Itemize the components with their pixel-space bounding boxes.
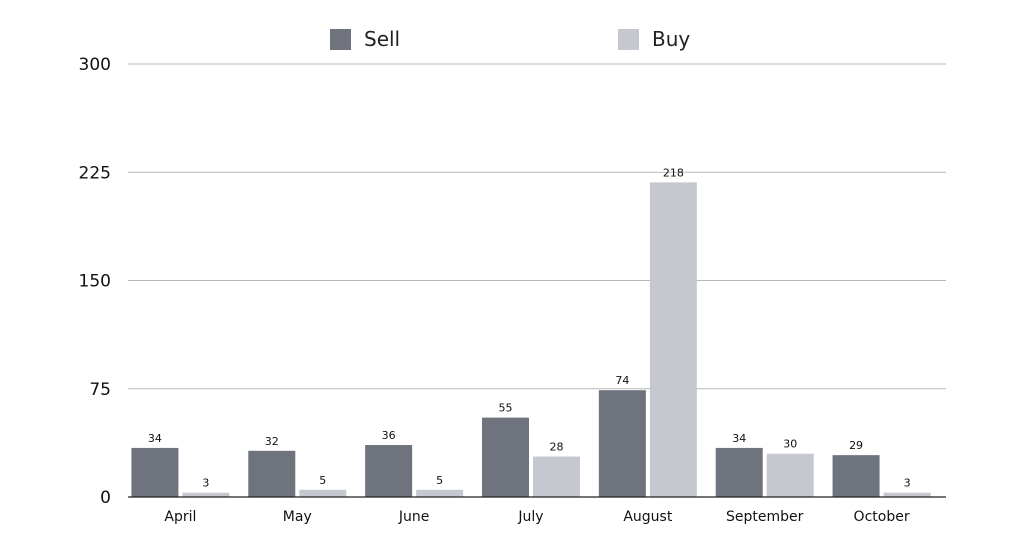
- data-label-buy-october: 3: [904, 477, 911, 490]
- y-tick-label-300: 300: [79, 55, 111, 75]
- data-label-buy-june: 5: [436, 474, 443, 487]
- bar-sell-june: [365, 445, 413, 497]
- bar-sell-may: [248, 450, 296, 497]
- data-label-buy-may: 5: [319, 474, 326, 487]
- legend-label-sell: Sell: [364, 27, 400, 51]
- x-tick-label-may: May: [283, 509, 312, 525]
- data-label-sell-may: 32: [265, 435, 279, 448]
- y-tick-label-225: 225: [79, 163, 111, 183]
- data-label-sell-july: 55: [499, 402, 513, 415]
- x-tick-label-october: October: [854, 509, 910, 525]
- data-label-buy-september: 30: [783, 438, 797, 451]
- data-label-sell-april: 34: [148, 432, 162, 445]
- bar-buy-april: [182, 492, 230, 497]
- bar-buy-august: [649, 182, 697, 497]
- bar-sell-september: [715, 447, 763, 497]
- x-tick-label-july: July: [517, 509, 543, 525]
- data-label-buy-july: 28: [550, 441, 564, 454]
- legend-swatch-sell: [330, 29, 351, 50]
- x-tick-label-august: August: [623, 509, 673, 525]
- y-tick-label-75: 75: [89, 380, 111, 400]
- data-label-buy-april: 3: [202, 477, 209, 490]
- bar-buy-september: [766, 453, 814, 497]
- bar-sell-august: [598, 390, 646, 497]
- x-tick-label-april: April: [164, 509, 196, 525]
- data-label-sell-october: 29: [849, 439, 863, 452]
- x-tick-label-june: June: [398, 509, 430, 525]
- bar-sell-july: [482, 417, 529, 497]
- data-label-sell-june: 36: [382, 429, 396, 442]
- y-tick-label-150: 150: [79, 272, 111, 292]
- y-tick-label-0: 0: [100, 488, 111, 508]
- bar-sell-october: [832, 455, 880, 497]
- bar-buy-october: [883, 492, 931, 497]
- data-label-buy-august: 218: [663, 166, 684, 179]
- data-label-sell-september: 34: [732, 432, 746, 445]
- bar-buy-may: [299, 489, 347, 497]
- bar-sell-april: [131, 447, 179, 497]
- bar-buy-july: [533, 456, 580, 497]
- x-tick-label-september: September: [726, 509, 804, 525]
- legend-label-buy: Buy: [652, 27, 690, 51]
- data-label-sell-august: 74: [615, 374, 629, 387]
- bar-buy-june: [416, 489, 464, 497]
- legend-swatch-buy: [618, 29, 639, 50]
